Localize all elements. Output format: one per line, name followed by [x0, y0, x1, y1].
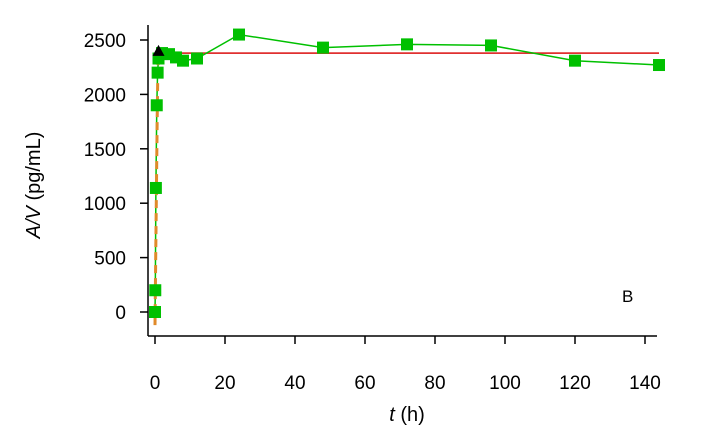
- green-square-point: [401, 38, 413, 51]
- x-axis-title-italic: t: [389, 404, 396, 426]
- black-triangle-point: [152, 44, 165, 56]
- x-tick-label: 140: [629, 373, 661, 394]
- series-group: [149, 28, 665, 326]
- green-square-point: [151, 66, 164, 79]
- x-axis-title: t (h): [389, 404, 425, 426]
- x-tick-label: 80: [424, 373, 445, 394]
- green-square-point: [149, 306, 161, 318]
- green-square-point: [569, 54, 581, 67]
- y-axis-title: A/V (pg/mL): [23, 132, 45, 240]
- green-square-point: [653, 59, 665, 72]
- green-square-point: [233, 28, 245, 41]
- panel-annotation: B: [622, 287, 633, 306]
- y-axis-title-rest: (pg/mL): [23, 132, 45, 206]
- y-tick-label: 500: [94, 249, 126, 270]
- y-axis-title-italic: A/V: [23, 204, 45, 239]
- series-orange-dashed-line: [153, 51, 160, 326]
- x-axis-title-rest: (h): [395, 404, 425, 426]
- green-square-point: [485, 39, 497, 52]
- green-square-point: [149, 284, 162, 297]
- y-tick-label: 0: [115, 303, 126, 324]
- y-tick-label: 2000: [84, 85, 126, 106]
- green-square-point: [149, 181, 162, 194]
- x-tick-label: 20: [214, 373, 235, 394]
- x-tick-label: 0: [150, 373, 161, 394]
- y-tick-label: 2500: [84, 31, 126, 52]
- y-tick-label: 1500: [84, 140, 126, 161]
- green-square-point: [317, 41, 329, 54]
- series-green-line: [154, 33, 660, 313]
- green-square-point: [177, 54, 189, 67]
- x-tick-label: 40: [284, 373, 305, 394]
- x-tick-label: 100: [489, 373, 521, 394]
- y-tick-label: 1000: [84, 194, 126, 215]
- x-tick-label: 120: [559, 373, 591, 394]
- green-square-point: [150, 99, 163, 112]
- green-square-point: [191, 52, 203, 65]
- axes: 0 20 40 60 80 100 120 140 0 500 1000 1500 2000 2500: [84, 25, 661, 394]
- x-tick-label: 60: [354, 373, 375, 394]
